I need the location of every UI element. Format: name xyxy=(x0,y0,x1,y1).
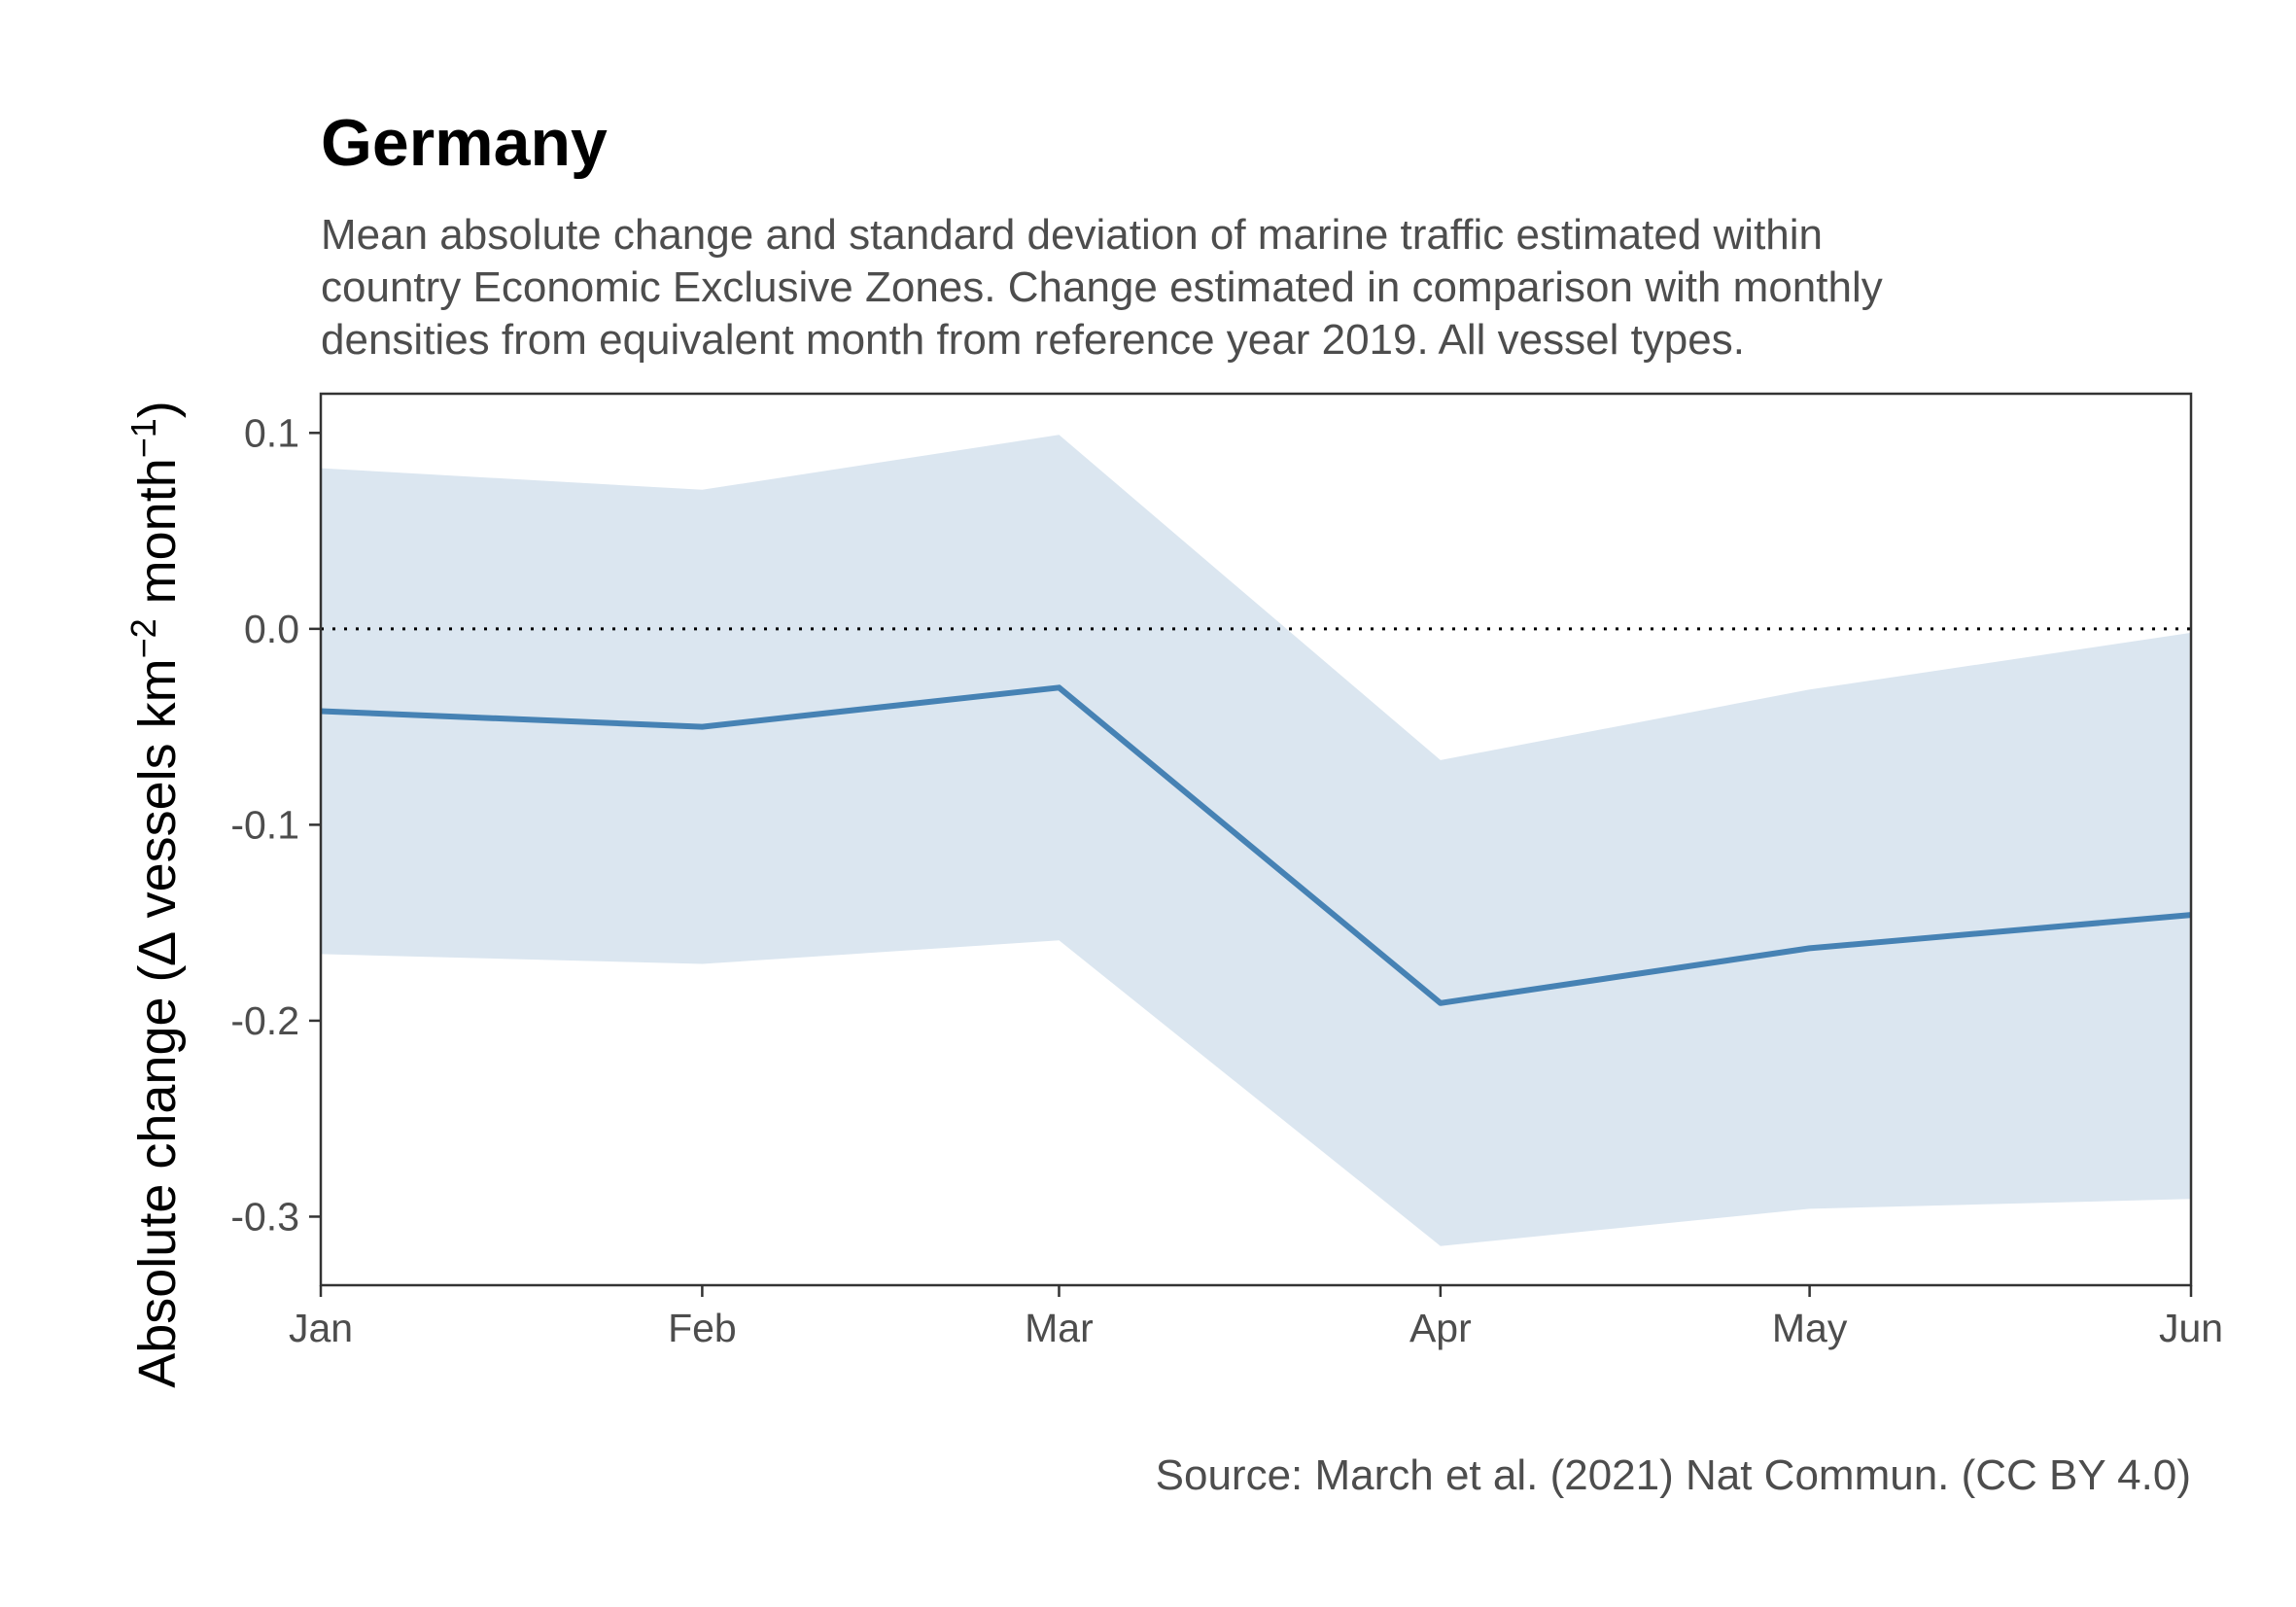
plot-panel-border xyxy=(319,392,2193,1287)
y-axis-title-exponent-1: −2 xyxy=(123,618,163,658)
chart-subtitle-line-2: country Economic Exclusive Zones. Change… xyxy=(321,263,1883,311)
y-tick-label: 0.1 xyxy=(244,410,299,455)
x-tick-label: Jan xyxy=(289,1306,353,1350)
y-axis-title-exponent-2: −1 xyxy=(123,418,163,458)
y-tick-label: -0.3 xyxy=(230,1194,299,1239)
chart-title: Germany xyxy=(321,106,608,180)
x-tick-label: Mar xyxy=(1025,1306,1094,1350)
x-tick-label: Apr xyxy=(1409,1306,1472,1350)
y-axis-title-prefix: Absolute change ( xyxy=(128,964,187,1387)
y-axis-title-unit-month: month xyxy=(128,458,187,618)
x-tick-label: May xyxy=(1772,1306,1848,1350)
y-tick-label: 0.0 xyxy=(244,607,299,651)
mean-change-line xyxy=(320,684,2192,1006)
chart-subtitle-line-3: densities from equivalent month from ref… xyxy=(321,316,1745,364)
y-tick-label: -0.2 xyxy=(230,998,299,1043)
chart-subtitle-line-1: Mean absolute change and standard deviat… xyxy=(321,211,1823,259)
y-tick-label: -0.1 xyxy=(230,802,299,847)
sd-band xyxy=(321,435,2191,1246)
x-tick-label: Feb xyxy=(668,1306,737,1350)
x-tick-label: Jun xyxy=(2159,1306,2223,1350)
y-axis-title: Absolute change (∆ vessels km−2 month−1) xyxy=(123,401,187,1388)
chart-caption: Source: March et al. (2021) Nat Commun. … xyxy=(1156,1451,2191,1499)
y-axis-title-delta: ∆ xyxy=(128,932,187,964)
y-axis-title-unit-km: vessels km xyxy=(128,658,187,932)
plot-area: 0.1 0.0 -0.1 -0.2 -0.3 Jan Feb Mar Apr May Jun xyxy=(230,392,2223,1350)
y-axis-title-suffix: ) xyxy=(128,401,187,418)
